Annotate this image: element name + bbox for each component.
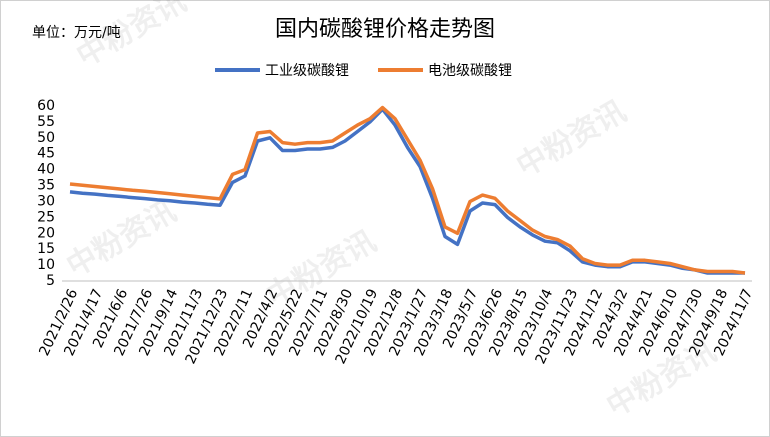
- y-tick-label: 60: [37, 98, 55, 114]
- series-line: [69, 105, 746, 275]
- y-tick-label: 55: [37, 114, 55, 130]
- legend-label: 电池级碳酸锂: [428, 63, 512, 79]
- chart-title: 国内碳酸锂价格走势图: [275, 17, 495, 42]
- y-tick-label: 45: [37, 146, 55, 162]
- legend-label: 工业级碳酸锂: [265, 63, 349, 79]
- y-tick-label: 50: [37, 130, 55, 146]
- y-tick-label: 40: [37, 162, 55, 178]
- y-tick-label: 35: [37, 178, 55, 194]
- y-tick-label: 20: [37, 225, 55, 241]
- y-tick-label: 15: [37, 241, 55, 257]
- y-tick-label: 5: [46, 273, 55, 289]
- unit-label: 单位：万元/吨: [32, 25, 121, 41]
- y-tick-label: 10: [37, 257, 55, 273]
- y-tick-label: 25: [37, 209, 55, 225]
- y-tick-label: 30: [37, 193, 55, 209]
